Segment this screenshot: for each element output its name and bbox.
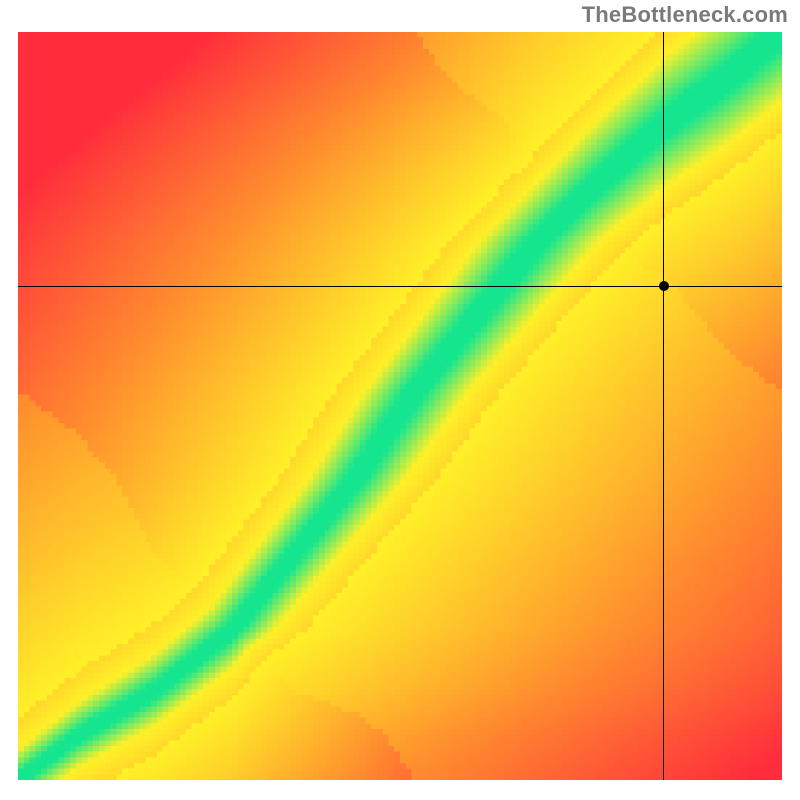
- heatmap-plot: [18, 32, 782, 780]
- crosshair-vertical: [663, 32, 664, 780]
- chart-container: { "watermark": { "text": "TheBottleneck.…: [0, 0, 800, 800]
- crosshair-marker: [659, 281, 669, 291]
- watermark-text: TheBottleneck.com: [582, 2, 788, 28]
- heatmap-canvas: [18, 32, 782, 780]
